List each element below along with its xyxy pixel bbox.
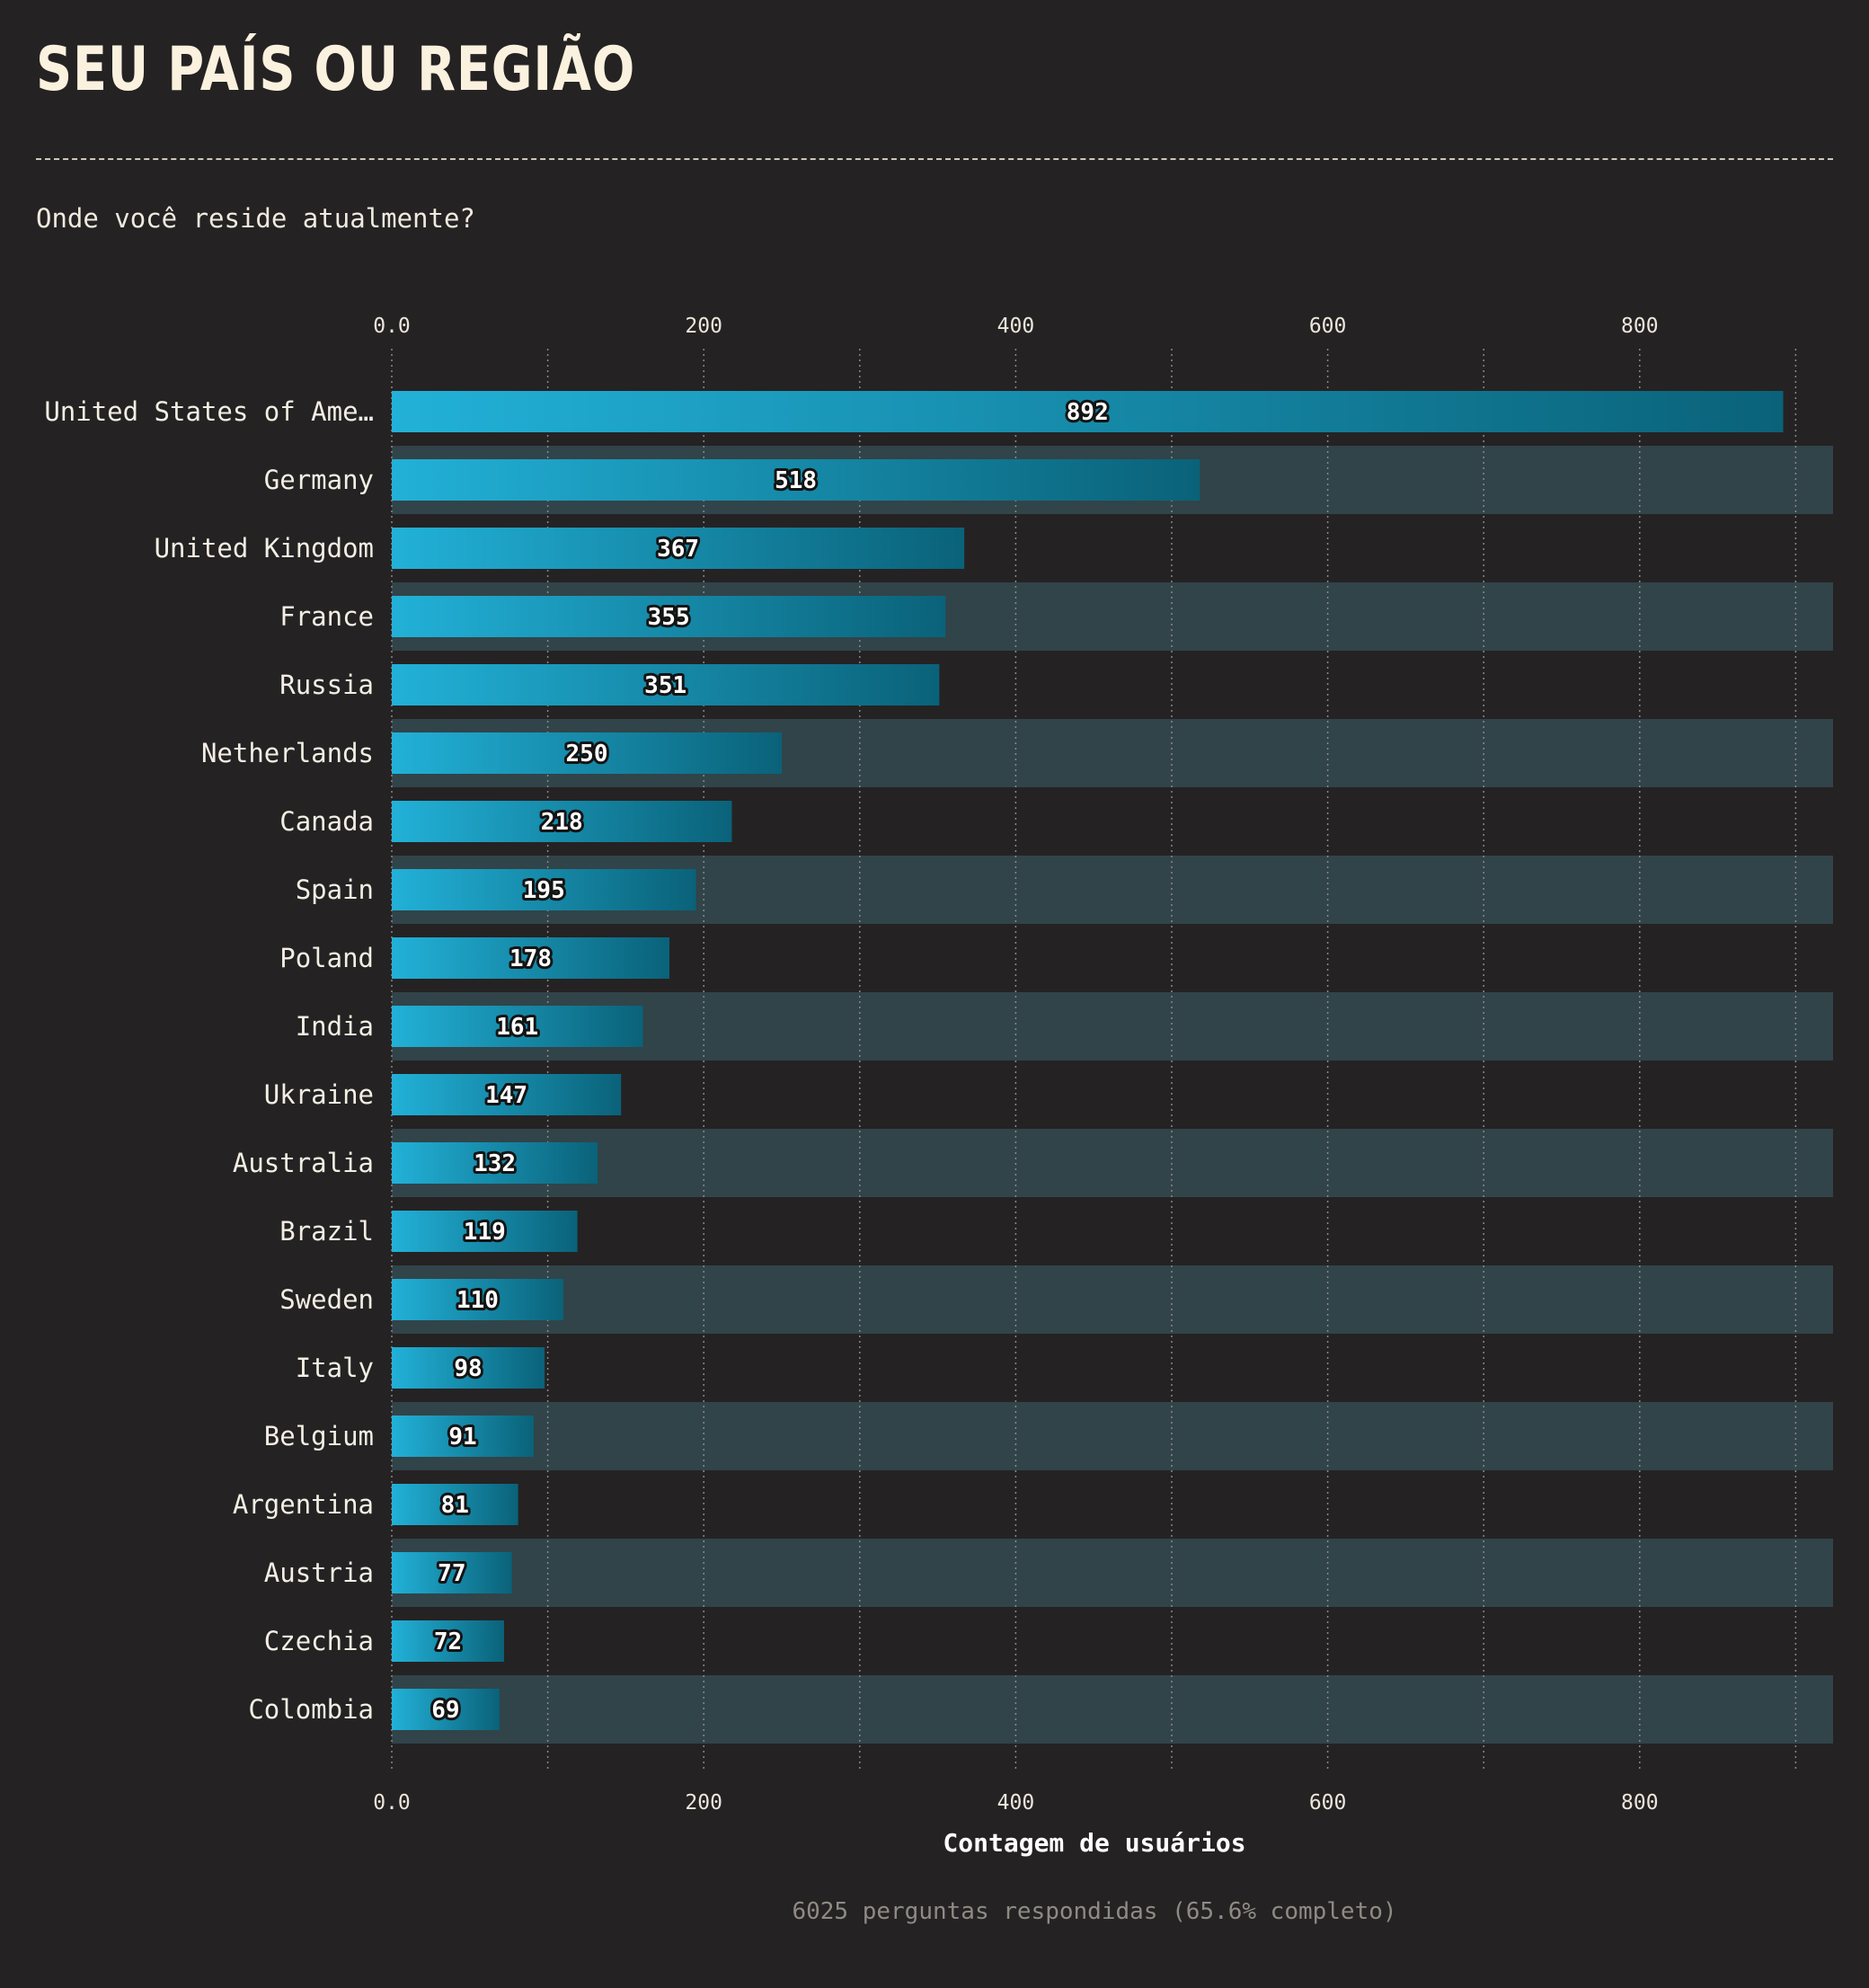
- bar: [392, 1416, 534, 1457]
- data-label: 98: [454, 1355, 482, 1382]
- x-tick-label-top: 200: [685, 315, 722, 338]
- data-label: 355: [648, 604, 690, 631]
- bar: [392, 664, 940, 706]
- category-label: Argentina: [233, 1489, 374, 1520]
- bar: [392, 937, 670, 979]
- category-label: Germany: [264, 465, 374, 495]
- x-tick-label-bottom: 800: [1621, 1791, 1659, 1815]
- row-band: [392, 1129, 1833, 1197]
- row-band: [392, 1675, 1833, 1744]
- footer-note: 6025 perguntas respondidas (65.6% comple…: [792, 1898, 1397, 1925]
- bar: [392, 869, 696, 910]
- category-label: United States of Ame…: [44, 396, 374, 427]
- x-tick-label-top: 400: [997, 315, 1035, 338]
- data-label: 892: [1067, 399, 1109, 426]
- bar: [392, 1006, 643, 1047]
- data-label: 250: [566, 741, 608, 768]
- category-label: Italy: [296, 1353, 374, 1383]
- x-tick-label-top: 600: [1309, 315, 1347, 338]
- x-axis-title: Contagem de usuários: [943, 1828, 1245, 1858]
- title-divider: [36, 158, 1833, 160]
- data-label: 119: [464, 1219, 506, 1246]
- x-tick-label-bottom: 400: [997, 1791, 1035, 1815]
- row-band: [392, 1539, 1833, 1607]
- category-label: Russia: [279, 670, 374, 700]
- category-label: Sweden: [279, 1284, 374, 1315]
- data-label: 147: [485, 1082, 527, 1109]
- category-label: United Kingdom: [155, 533, 374, 564]
- bar: [392, 1211, 578, 1252]
- bar: [392, 1142, 598, 1184]
- category-label: Ukraine: [264, 1079, 374, 1110]
- bar: [392, 459, 1200, 501]
- category-label: Austria: [264, 1558, 374, 1588]
- row-bands: [392, 446, 1833, 1744]
- bar: [392, 1347, 545, 1389]
- data-label: 72: [434, 1629, 462, 1655]
- data-label: 110: [456, 1287, 499, 1314]
- bar: [392, 1552, 512, 1593]
- bar: [392, 1279, 563, 1320]
- data-label: 132: [474, 1150, 516, 1177]
- data-label: 81: [441, 1492, 469, 1519]
- category-label: Australia: [233, 1148, 374, 1178]
- category-label: Belgium: [264, 1421, 374, 1451]
- labels: 0.0 0.0 200 200 400 400 600 600 800 800 United Sta…: [44, 315, 1658, 1815]
- category-label: Colombia: [248, 1694, 374, 1725]
- category-label: Czechia: [264, 1626, 374, 1656]
- category-label: France: [279, 601, 374, 632]
- bar: [392, 1074, 622, 1115]
- category-label: Spain: [296, 874, 374, 905]
- bar: [392, 732, 782, 774]
- bar: [392, 391, 1784, 432]
- data-label: 91: [448, 1424, 476, 1451]
- x-tick-label-top: 800: [1621, 315, 1659, 338]
- data-label: 77: [438, 1560, 465, 1587]
- row-band: [392, 1402, 1833, 1470]
- data-label: 351: [644, 672, 686, 699]
- category-label: Canada: [279, 806, 374, 837]
- category-label: Poland: [279, 943, 374, 973]
- bar: [392, 1689, 500, 1730]
- data-label: 195: [523, 877, 565, 904]
- bar: [392, 801, 732, 842]
- bar: [392, 596, 946, 637]
- data-label: 161: [496, 1014, 538, 1041]
- data-label: 218: [541, 809, 583, 836]
- page-title: SEU PAÍS OU REGIÃO: [36, 34, 636, 105]
- category-label: India: [296, 1011, 374, 1042]
- category-label: Brazil: [279, 1216, 374, 1247]
- x-tick-label-bottom: 600: [1309, 1791, 1347, 1815]
- bar: [392, 1484, 518, 1525]
- data-label: 367: [657, 536, 699, 563]
- bar: [392, 1620, 504, 1662]
- data-label: 518: [775, 467, 817, 494]
- x-tick-label-bottom: 200: [685, 1791, 722, 1815]
- bar: [392, 528, 965, 569]
- category-label: Netherlands: [201, 738, 374, 768]
- data-label: 69: [431, 1697, 459, 1724]
- row-band: [392, 1265, 1833, 1334]
- x-tick-label-bottom: 0.0: [373, 1791, 411, 1815]
- question-subtitle: Onde você reside atualmente?: [36, 203, 475, 234]
- bars: [392, 391, 1784, 1730]
- data-label: 178: [509, 945, 552, 972]
- x-tick-label-top: 0.0: [373, 315, 411, 338]
